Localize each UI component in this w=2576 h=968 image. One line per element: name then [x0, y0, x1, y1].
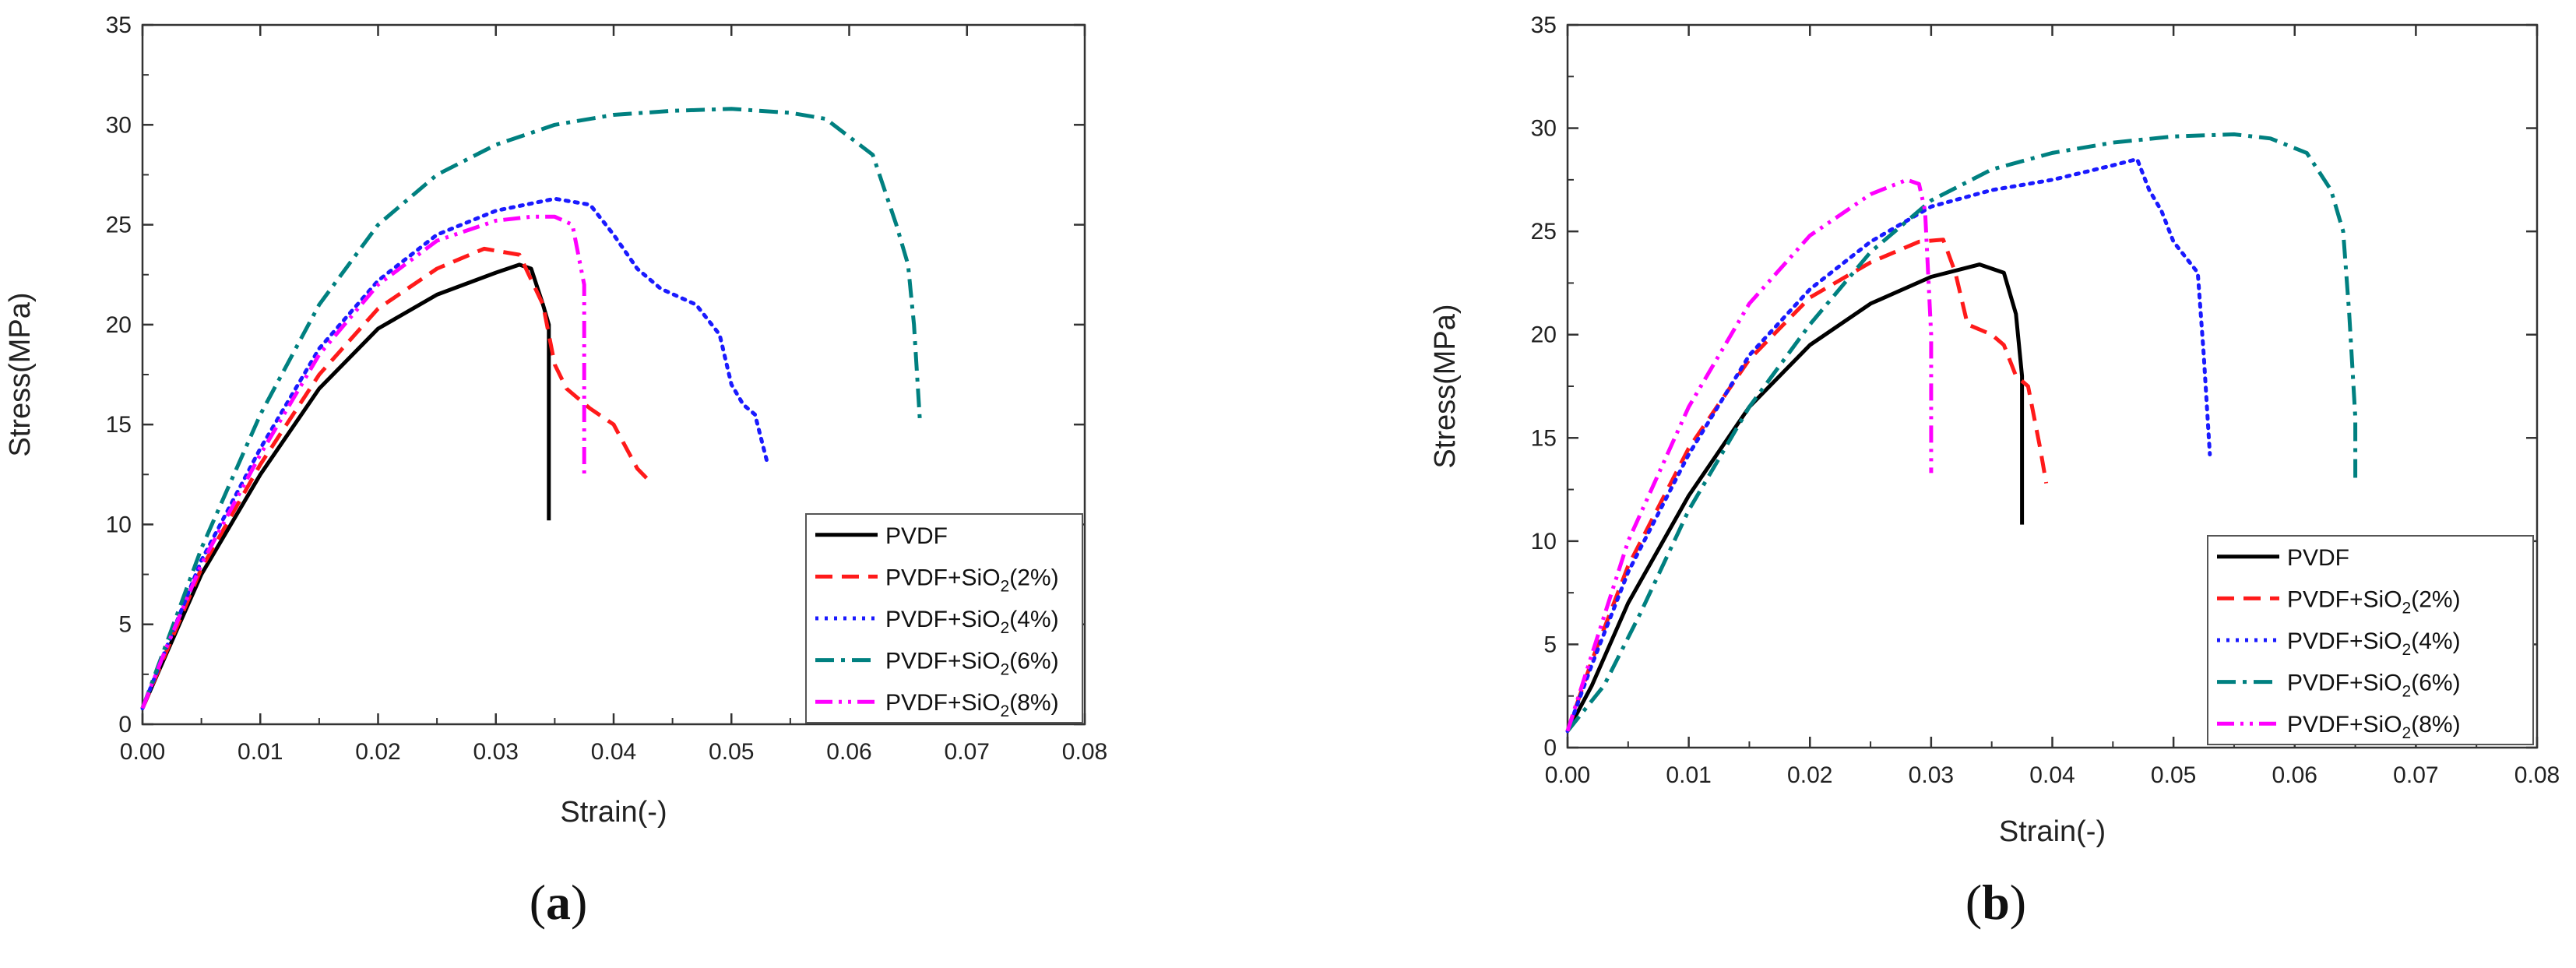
- y-tick-label: 35: [1531, 12, 1557, 38]
- y-tick-label: 35: [106, 12, 132, 38]
- y-tick-label: 5: [118, 612, 132, 638]
- y-tick-label: 25: [1531, 219, 1557, 245]
- legend-label-2: PVDF+SiO2(2%): [885, 565, 1059, 595]
- legend-label-2: PVDF+SiO2(2%): [2287, 586, 2461, 617]
- y-tick-label: 25: [106, 213, 132, 238]
- legend-box: [805, 513, 1083, 723]
- legend-label-5: PVDF+SiO2(8%): [885, 690, 1059, 720]
- y-tick-label: 0: [1543, 735, 1557, 761]
- series-line-4: [140, 107, 922, 709]
- y-tick-label: 20: [106, 312, 132, 338]
- x-tick-label: 0.00: [1545, 762, 1590, 788]
- x-tick-label: 0.01: [238, 739, 283, 765]
- legend-label-3: PVDF+SiO2(4%): [885, 607, 1059, 637]
- legend-label-1: PVDF: [2287, 545, 2349, 571]
- chart-panel-a: 0.00 0.01 0.02 0.03 0.04 0.05 0.06 0.07 0.08 0 5 10…: [4, 12, 1107, 930]
- y-tick-label: 30: [106, 112, 132, 138]
- x-tick-label: 0.08: [2514, 762, 2560, 788]
- x-tick-label: 0.02: [355, 739, 400, 765]
- y-tick-label: 15: [1531, 425, 1557, 451]
- y-tick-label: 20: [1531, 322, 1557, 348]
- legend-label-1: PVDF: [885, 523, 948, 549]
- legend-label-3: PVDF+SiO2(4%): [2287, 628, 2461, 659]
- x-tick-label: 0.03: [473, 739, 519, 765]
- x-tick-label: 0.04: [2029, 762, 2075, 788]
- x-tick-label: 0.05: [709, 739, 754, 765]
- y-axis-title: Stress(MPa): [1429, 304, 1462, 468]
- x-tick-label: 0.05: [2151, 762, 2196, 788]
- x-tick-label: 0.06: [826, 739, 871, 765]
- legend-label-4: PVDF+SiO2(6%): [2287, 671, 2461, 701]
- series-line-4: [1566, 132, 2358, 733]
- y-tick-label: 30: [1531, 116, 1557, 142]
- series-line-2: [1565, 238, 2049, 732]
- x-tick-label: 0.07: [2393, 762, 2438, 788]
- series-line-3: [140, 196, 769, 710]
- x-tick-label: 0.03: [1909, 762, 1954, 788]
- legend-label-4: PVDF+SiO2(6%): [885, 649, 1059, 679]
- chart-panel-b: 0.00 0.01 0.02 0.03 0.04 0.05 0.06 0.07 0.08 0 5 10…: [1429, 12, 2560, 930]
- series-line-5: [1565, 178, 1934, 732]
- x-axis-title: Strain(-): [560, 796, 667, 829]
- x-axis-title: Strain(-): [1999, 815, 2106, 848]
- series-line-5: [140, 214, 586, 709]
- x-tick-label: 0.04: [591, 739, 636, 765]
- x-tick-label: 0.06: [2272, 762, 2317, 788]
- y-tick-label: 5: [1543, 632, 1557, 657]
- x-tick-label: 0.08: [1062, 739, 1107, 765]
- legend: PVDF PVDF+SiO2(2%) PVDF+SiO2(4%) PVDF+SiO2(…: [805, 513, 1083, 723]
- x-tick-label: 0.01: [1666, 762, 1711, 788]
- series-line-1: [140, 262, 551, 709]
- x-tick-label: 0.00: [120, 739, 165, 765]
- legend-box: [2207, 535, 2534, 745]
- series-line-3: [1565, 157, 2212, 734]
- legend: PVDF PVDF+SiO2(2%) PVDF+SiO2(4%) PVDF+SiO2(…: [2207, 535, 2534, 745]
- y-tick-label: 15: [106, 412, 132, 438]
- x-tick-label: 0.07: [945, 739, 990, 765]
- panel-label: (b): [1965, 875, 2026, 930]
- legend-label-5: PVDF+SiO2(8%): [2287, 712, 2461, 742]
- y-tick-label: 10: [106, 512, 132, 537]
- x-tick-label: 0.02: [1787, 762, 1832, 788]
- panel-label: (a): [530, 875, 588, 930]
- y-tick-label: 0: [118, 712, 132, 737]
- series-line-1: [1565, 262, 2025, 732]
- y-tick-label: 10: [1531, 529, 1557, 554]
- y-axis-title: Stress(MPa): [4, 292, 37, 456]
